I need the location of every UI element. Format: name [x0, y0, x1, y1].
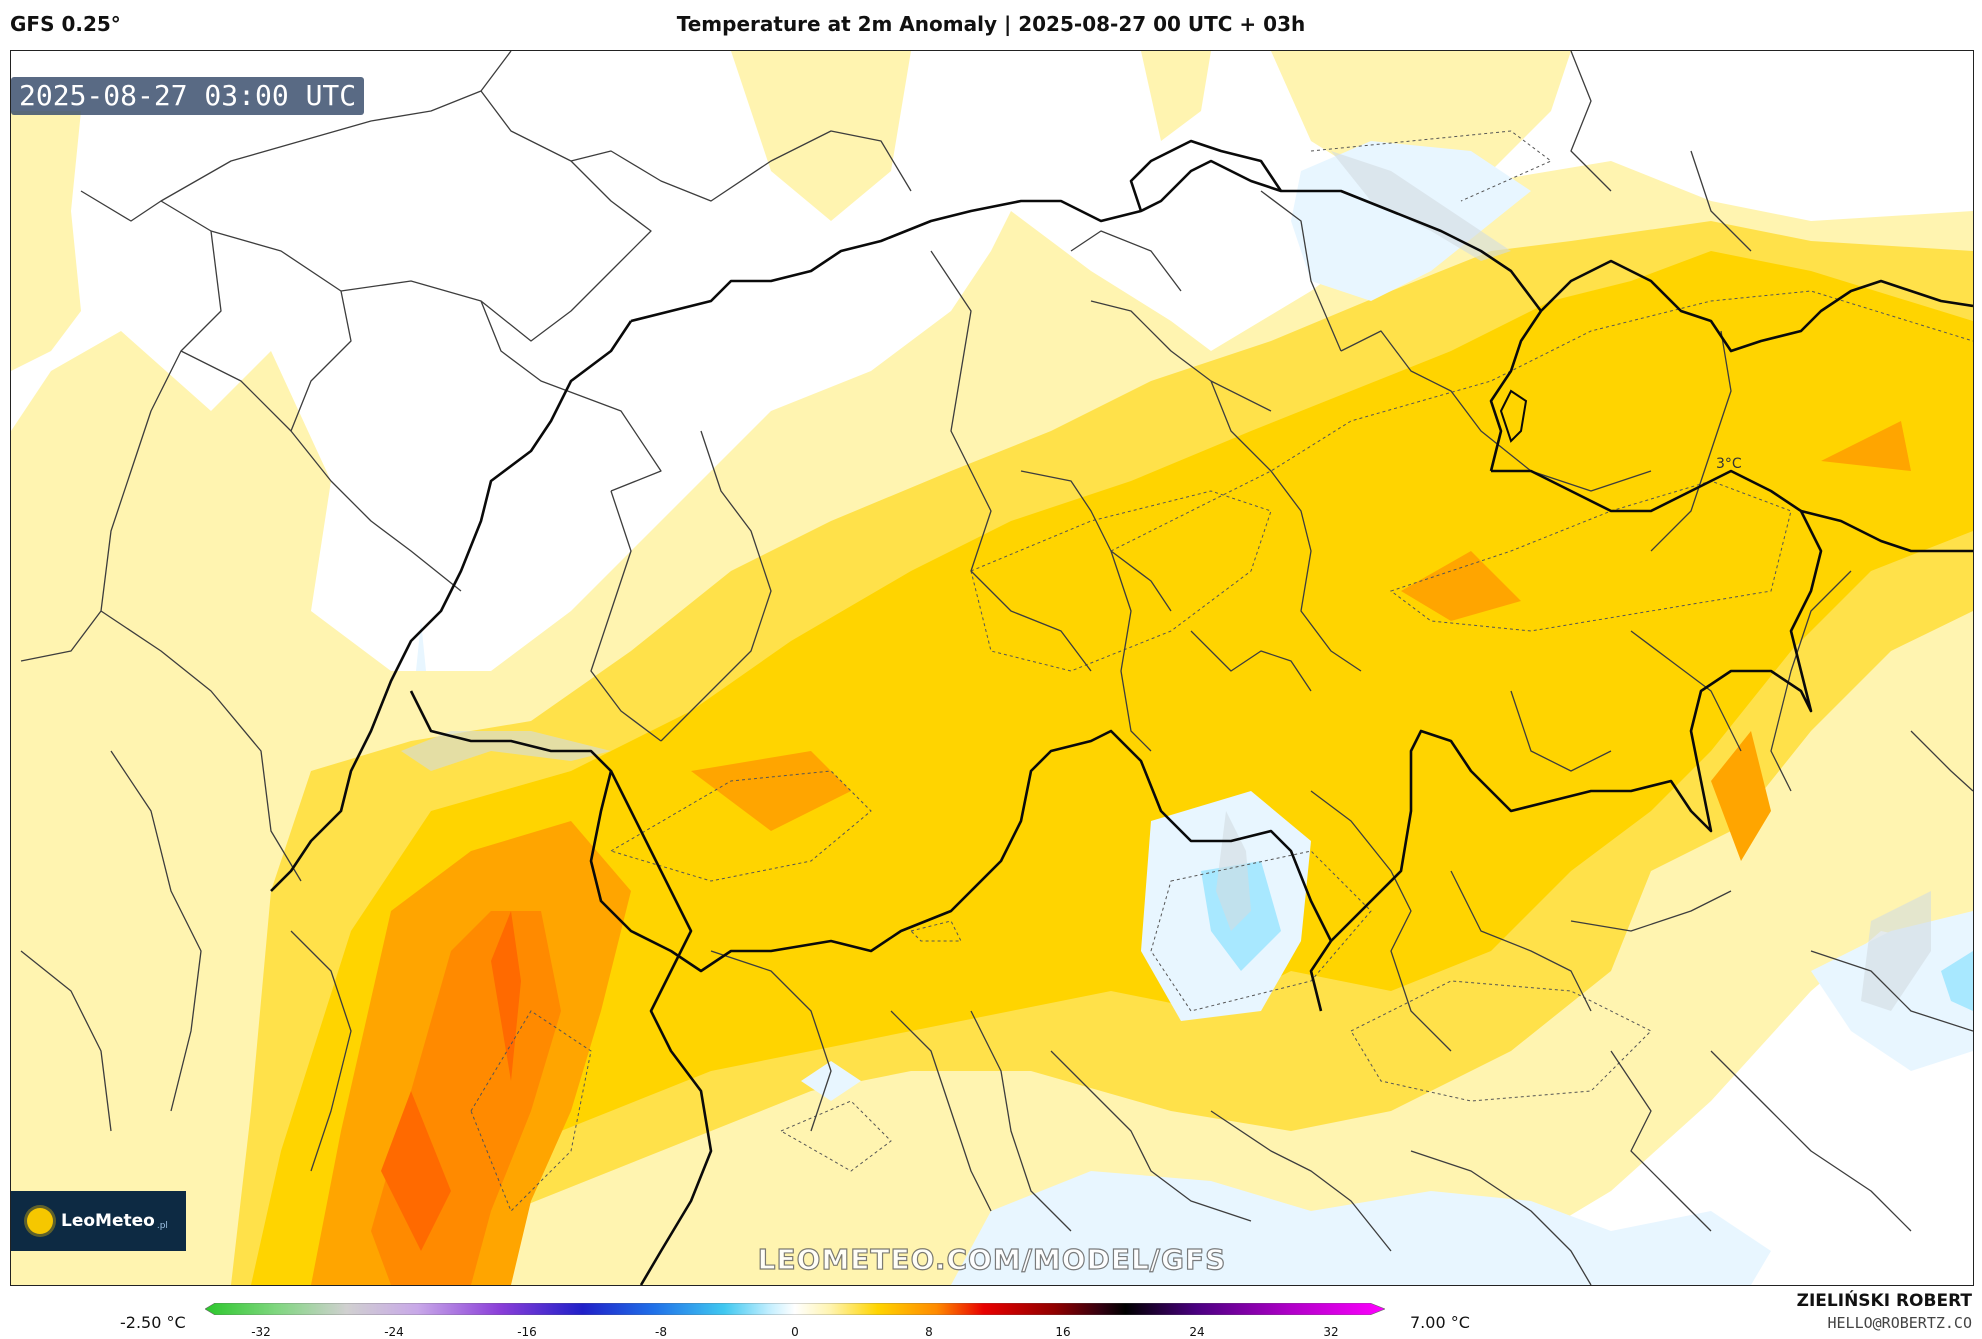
colorbar-tick: 16: [1055, 1325, 1071, 1339]
colorbar-tick: 24: [1189, 1325, 1205, 1339]
colorbar-tick: 8: [925, 1325, 933, 1339]
watermark-url: LEOMETEO.COM/MODEL/GFS: [757, 1242, 1227, 1276]
model-label: GFS 0.25°: [10, 12, 121, 36]
colorbar-max-label: 7.00 °C: [1410, 1313, 1470, 1332]
anomaly-zone-deeporange-streak: [491, 911, 521, 1081]
anomaly-zone-paleblue-sliver: [416, 621, 426, 671]
anomaly-zone-lightblue-se: [1941, 951, 1973, 1011]
sun-icon: [27, 1208, 53, 1234]
anomaly-zone-pale-top: [1141, 51, 1211, 141]
leometeo-logo[interactable]: LeoMeteo .pl: [11, 1191, 186, 1251]
lake-geneva: [401, 731, 611, 771]
contour-label-3c: 3°C: [1716, 456, 1742, 472]
anomaly-zone-paleblue-diamond: [801, 1061, 861, 1101]
lake-garda: [1861, 891, 1931, 1011]
colorbar-ticks: -32 -24 -16 -8 0 8 16 24 32: [205, 1325, 1385, 1339]
author-email[interactable]: HELLO@ROBERTZ.CO: [1827, 1314, 1973, 1332]
lake-constance: [1331, 151, 1511, 261]
anomaly-zone-deeporange-core: [381, 1091, 451, 1251]
colorbar-tick: -24: [384, 1325, 404, 1339]
national-borders: [270, 139, 1973, 1285]
colorbar-tick: 0: [791, 1325, 799, 1339]
author-name: ZIELIŃSKI ROBERT: [1796, 1291, 1972, 1311]
anomaly-zone-orange-ne: [1821, 421, 1911, 471]
anomaly-zone-orange-se: [1711, 731, 1771, 861]
colorbar-tick: -32: [251, 1325, 271, 1339]
colorbar-tick: -16: [517, 1325, 537, 1339]
anomaly-zone-orange-mid: [691, 751, 851, 831]
colorbar-tick: -8: [655, 1325, 667, 1339]
liechtenstein-border: [1499, 389, 1528, 443]
logo-text: LeoMeteo: [61, 1211, 155, 1231]
anomaly-zone-pale-nw: [11, 111, 81, 371]
colorbar: [205, 1303, 1385, 1315]
contour-lines: [470, 130, 1973, 1212]
anomaly-zone-orange-east: [1401, 551, 1521, 621]
chart-title: Temperature at 2m Anomaly | 2025-08-27 0…: [676, 12, 1306, 36]
colorbar-min-label: -2.50 °C: [120, 1313, 186, 1332]
logo-suffix: .pl: [156, 1221, 168, 1231]
valid-time-badge: 2025-08-27 03:00 UTC: [11, 77, 365, 115]
regional-borders: [20, 51, 1973, 1285]
anomaly-zone-paleblue-south: [951, 1171, 1771, 1285]
anomaly-zone-gold-band: [251, 251, 1973, 1285]
colorbar-tick: 32: [1323, 1325, 1339, 1339]
map-svg: [11, 51, 1973, 1285]
map-panel[interactable]: 2025-08-27 03:00 UTC 3°C LeoMeteo .pl LE…: [10, 50, 1974, 1286]
